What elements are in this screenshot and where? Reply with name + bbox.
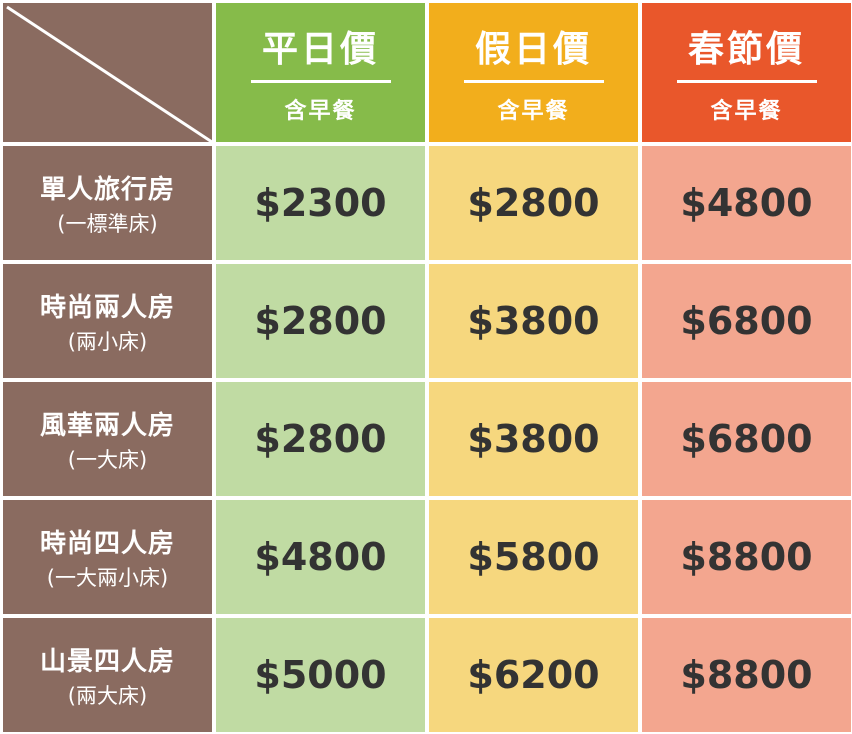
room-name: 時尚兩人房: [39, 292, 175, 323]
header-holiday: 假日價 含早餐: [429, 3, 638, 142]
price-holiday: $3800: [429, 264, 638, 378]
room-label: 山景四人房 (兩大床): [3, 618, 212, 732]
price-weekday: $2800: [216, 382, 425, 496]
room-label: 時尚四人房 (一大兩小床): [3, 500, 212, 614]
room-bed: (兩大床): [67, 683, 148, 708]
header-subtitle: 含早餐: [284, 99, 357, 124]
room-bed: (一大兩小床): [46, 565, 169, 590]
price-holiday: $6200: [429, 618, 638, 732]
room-name: 單人旅行房: [39, 174, 175, 205]
header-divider: [463, 80, 604, 83]
header-divider: [676, 80, 817, 83]
price-weekday: $4800: [216, 500, 425, 614]
price-holiday: $3800: [429, 382, 638, 496]
room-label: 單人旅行房 (一標準床): [3, 146, 212, 260]
header-weekday: 平日價 含早餐: [216, 3, 425, 142]
room-name: 風華兩人房: [39, 410, 175, 441]
room-bed: (兩小床): [67, 329, 148, 354]
price-newyear: $8800: [642, 500, 851, 614]
header-title: 平日價: [261, 29, 379, 70]
room-bed: (一大床): [67, 447, 148, 472]
header-divider: [250, 80, 391, 83]
header-title: 假日價: [474, 29, 592, 70]
price-newyear: $6800: [642, 382, 851, 496]
price-weekday: $2800: [216, 264, 425, 378]
header-title: 春節價: [687, 29, 805, 70]
room-label: 風華兩人房 (一大床): [3, 382, 212, 496]
corner-cell: [3, 3, 212, 142]
header-subtitle: 含早餐: [497, 99, 570, 124]
price-newyear: $8800: [642, 618, 851, 732]
room-name: 時尚四人房: [39, 528, 175, 559]
room-name: 山景四人房: [39, 646, 175, 677]
diagonal-line: [6, 5, 212, 142]
price-newyear: $4800: [642, 146, 851, 260]
price-holiday: $5800: [429, 500, 638, 614]
room-label: 時尚兩人房 (兩小床): [3, 264, 212, 378]
room-bed: (一標準床): [57, 211, 158, 236]
header-subtitle: 含早餐: [710, 99, 783, 124]
price-weekday: $2300: [216, 146, 425, 260]
price-newyear: $6800: [642, 264, 851, 378]
header-newyear: 春節價 含早餐: [642, 3, 851, 142]
price-weekday: $5000: [216, 618, 425, 732]
price-holiday: $2800: [429, 146, 638, 260]
